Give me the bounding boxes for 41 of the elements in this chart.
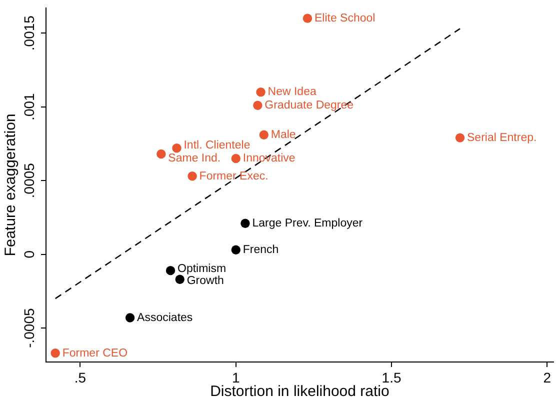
data-label: Serial Entrep. xyxy=(467,132,537,144)
point xyxy=(172,144,182,153)
x-tick-label: 1.5 xyxy=(382,369,402,386)
x-axis-title: Distortion in likelihood ratio xyxy=(210,383,390,400)
data-label: Male xyxy=(270,129,296,142)
point xyxy=(302,14,312,23)
data-label: New Idea xyxy=(268,86,317,98)
data-label: Associates xyxy=(137,312,193,324)
point xyxy=(50,348,60,358)
point xyxy=(188,172,197,181)
data-label: Graduate Degree xyxy=(264,100,354,112)
point xyxy=(259,130,268,140)
point xyxy=(175,274,184,284)
point xyxy=(240,218,250,228)
data-label: Same Ind. xyxy=(168,152,221,165)
data-label: Elite School xyxy=(314,12,376,24)
point xyxy=(156,149,166,159)
data-label: Growth xyxy=(186,274,224,287)
y-tick-label: -.0005 xyxy=(20,308,37,348)
y-tick-label: .0005 xyxy=(20,162,37,198)
data-label: Innovative xyxy=(242,152,296,165)
x-tick-label: .5 xyxy=(74,369,86,386)
point xyxy=(231,245,240,254)
data-label: Former CEO xyxy=(62,347,128,360)
data-label: French xyxy=(242,244,279,256)
point xyxy=(253,100,262,110)
x-tick-label: 2 xyxy=(543,369,552,386)
point xyxy=(231,154,240,164)
y-axis-title: Feature exaggeration xyxy=(2,114,20,256)
data-label: Optimism xyxy=(178,263,226,276)
y-tick-label: .0015 xyxy=(20,15,37,51)
point xyxy=(125,313,135,322)
data-label: Large Prev. Employer xyxy=(252,218,363,230)
point xyxy=(455,133,465,142)
y-tick-label: .001 xyxy=(20,92,37,120)
x-tick-label: 1 xyxy=(232,369,240,386)
y-tick-label: 0 xyxy=(20,250,37,258)
data-label: Former Exec. xyxy=(199,170,268,182)
point xyxy=(256,87,266,97)
data-label: Intl. Clientele xyxy=(184,139,250,152)
point xyxy=(166,266,176,276)
